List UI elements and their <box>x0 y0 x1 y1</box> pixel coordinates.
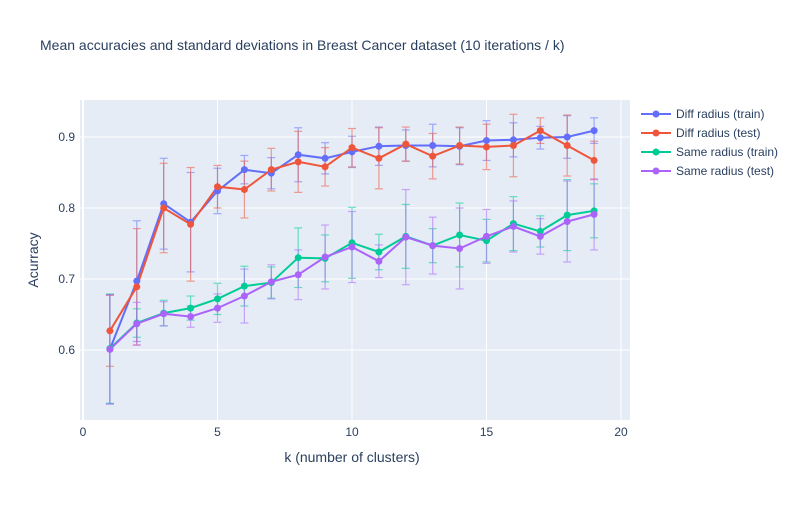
series-2-point[interactable] <box>160 204 168 212</box>
series-markers <box>106 127 598 353</box>
y-tick-label: 0.8 <box>58 201 75 215</box>
series-4-point[interactable] <box>321 253 329 261</box>
x-tick-label: 0 <box>80 425 87 439</box>
series-2-point[interactable] <box>348 144 356 152</box>
series-2-point[interactable] <box>106 327 114 335</box>
series-2-point[interactable] <box>563 142 571 150</box>
series-4-point[interactable] <box>590 210 598 218</box>
series-3-point[interactable] <box>294 254 302 262</box>
x-tick-label: 20 <box>614 425 628 439</box>
series-4-point[interactable] <box>187 313 195 321</box>
legend-item[interactable]: Same radius (test) <box>641 164 774 178</box>
series-1-point[interactable] <box>509 136 517 144</box>
series-3-point[interactable] <box>240 282 248 290</box>
legend-label: Same radius (train) <box>676 145 778 159</box>
legend-marker-swatch <box>652 110 660 118</box>
series-4-point[interactable] <box>133 320 141 328</box>
series-2-point[interactable] <box>375 154 383 162</box>
series-1-point[interactable] <box>590 127 598 135</box>
legend[interactable]: Diff radius (train) Diff radius (test) Sam… <box>641 107 778 178</box>
series-4-point[interactable] <box>456 244 464 252</box>
series-3-point[interactable] <box>187 304 195 312</box>
series-2-point[interactable] <box>214 183 221 191</box>
legend-marker-swatch <box>652 148 660 156</box>
series-4-point[interactable] <box>294 271 302 279</box>
series-2-point[interactable] <box>294 158 302 166</box>
series-4-point[interactable] <box>563 217 571 225</box>
series-2-point[interactable] <box>509 142 517 150</box>
series-2-point[interactable] <box>133 283 141 291</box>
series-4-point[interactable] <box>509 222 517 230</box>
series-2-point[interactable] <box>240 186 248 194</box>
series-2-point[interactable] <box>483 143 490 151</box>
series-1-point[interactable] <box>294 151 302 159</box>
legend-item[interactable]: Diff radius (test) <box>641 126 760 140</box>
series-1-point[interactable] <box>483 137 490 145</box>
series-2-point[interactable] <box>187 220 195 228</box>
series-4-point[interactable] <box>214 304 221 312</box>
series-1-point[interactable] <box>133 277 141 285</box>
series-2-point[interactable] <box>429 152 437 160</box>
series-2-point[interactable] <box>402 140 410 148</box>
series-4-point[interactable] <box>348 243 356 251</box>
series-2-point[interactable] <box>536 127 544 135</box>
x-axis-title: k (number of clusters) <box>284 449 419 465</box>
series-4-point[interactable] <box>402 233 410 241</box>
series-3-point[interactable] <box>456 231 464 239</box>
y-axis-title: Acurracy <box>25 232 41 287</box>
series-2-point[interactable] <box>267 166 275 174</box>
legend-label: Diff radius (test) <box>676 126 760 140</box>
series-1-point[interactable] <box>429 142 437 150</box>
tick-labels: 0 5 10 15 20 0.6 0.7 0.8 0.9 <box>58 130 628 439</box>
legend-marker-swatch <box>652 167 660 175</box>
series-3-point[interactable] <box>536 227 544 235</box>
series-4-point[interactable] <box>429 242 437 250</box>
series-1-point[interactable] <box>375 142 383 150</box>
series-4-point[interactable] <box>375 257 383 265</box>
series-2-point[interactable] <box>590 156 598 164</box>
series-2-point[interactable] <box>456 142 464 150</box>
legend-label: Diff radius (train) <box>676 107 764 121</box>
x-tick-label: 5 <box>214 425 221 439</box>
series-4-point[interactable] <box>106 345 114 353</box>
series-4-point[interactable] <box>267 278 275 286</box>
series-4-point[interactable] <box>536 232 544 240</box>
series-1-point[interactable] <box>321 154 329 162</box>
series-1-point[interactable] <box>240 166 248 174</box>
series-4-point[interactable] <box>483 232 490 240</box>
series-2-point[interactable] <box>321 163 329 171</box>
series-3-point[interactable] <box>563 211 571 219</box>
series-1-point[interactable] <box>536 134 544 142</box>
series-4-point[interactable] <box>240 292 248 300</box>
series-1-point[interactable] <box>563 133 571 141</box>
legend-item[interactable]: Same radius (train) <box>641 145 778 159</box>
series-3-point[interactable] <box>214 295 221 303</box>
legend-item[interactable]: Diff radius (train) <box>641 107 764 121</box>
y-tick-label: 0.6 <box>58 343 75 357</box>
legend-label: Same radius (test) <box>676 164 774 178</box>
y-tick-label: 0.7 <box>58 272 75 286</box>
y-tick-label: 0.9 <box>58 130 75 144</box>
x-tick-label: 10 <box>345 425 359 439</box>
chart-title: Mean accuracies and standard deviations … <box>40 37 565 53</box>
series-4-point[interactable] <box>160 310 168 318</box>
x-tick-label: 15 <box>480 425 494 439</box>
legend-marker-swatch <box>652 129 660 137</box>
series-3-point[interactable] <box>375 248 383 256</box>
